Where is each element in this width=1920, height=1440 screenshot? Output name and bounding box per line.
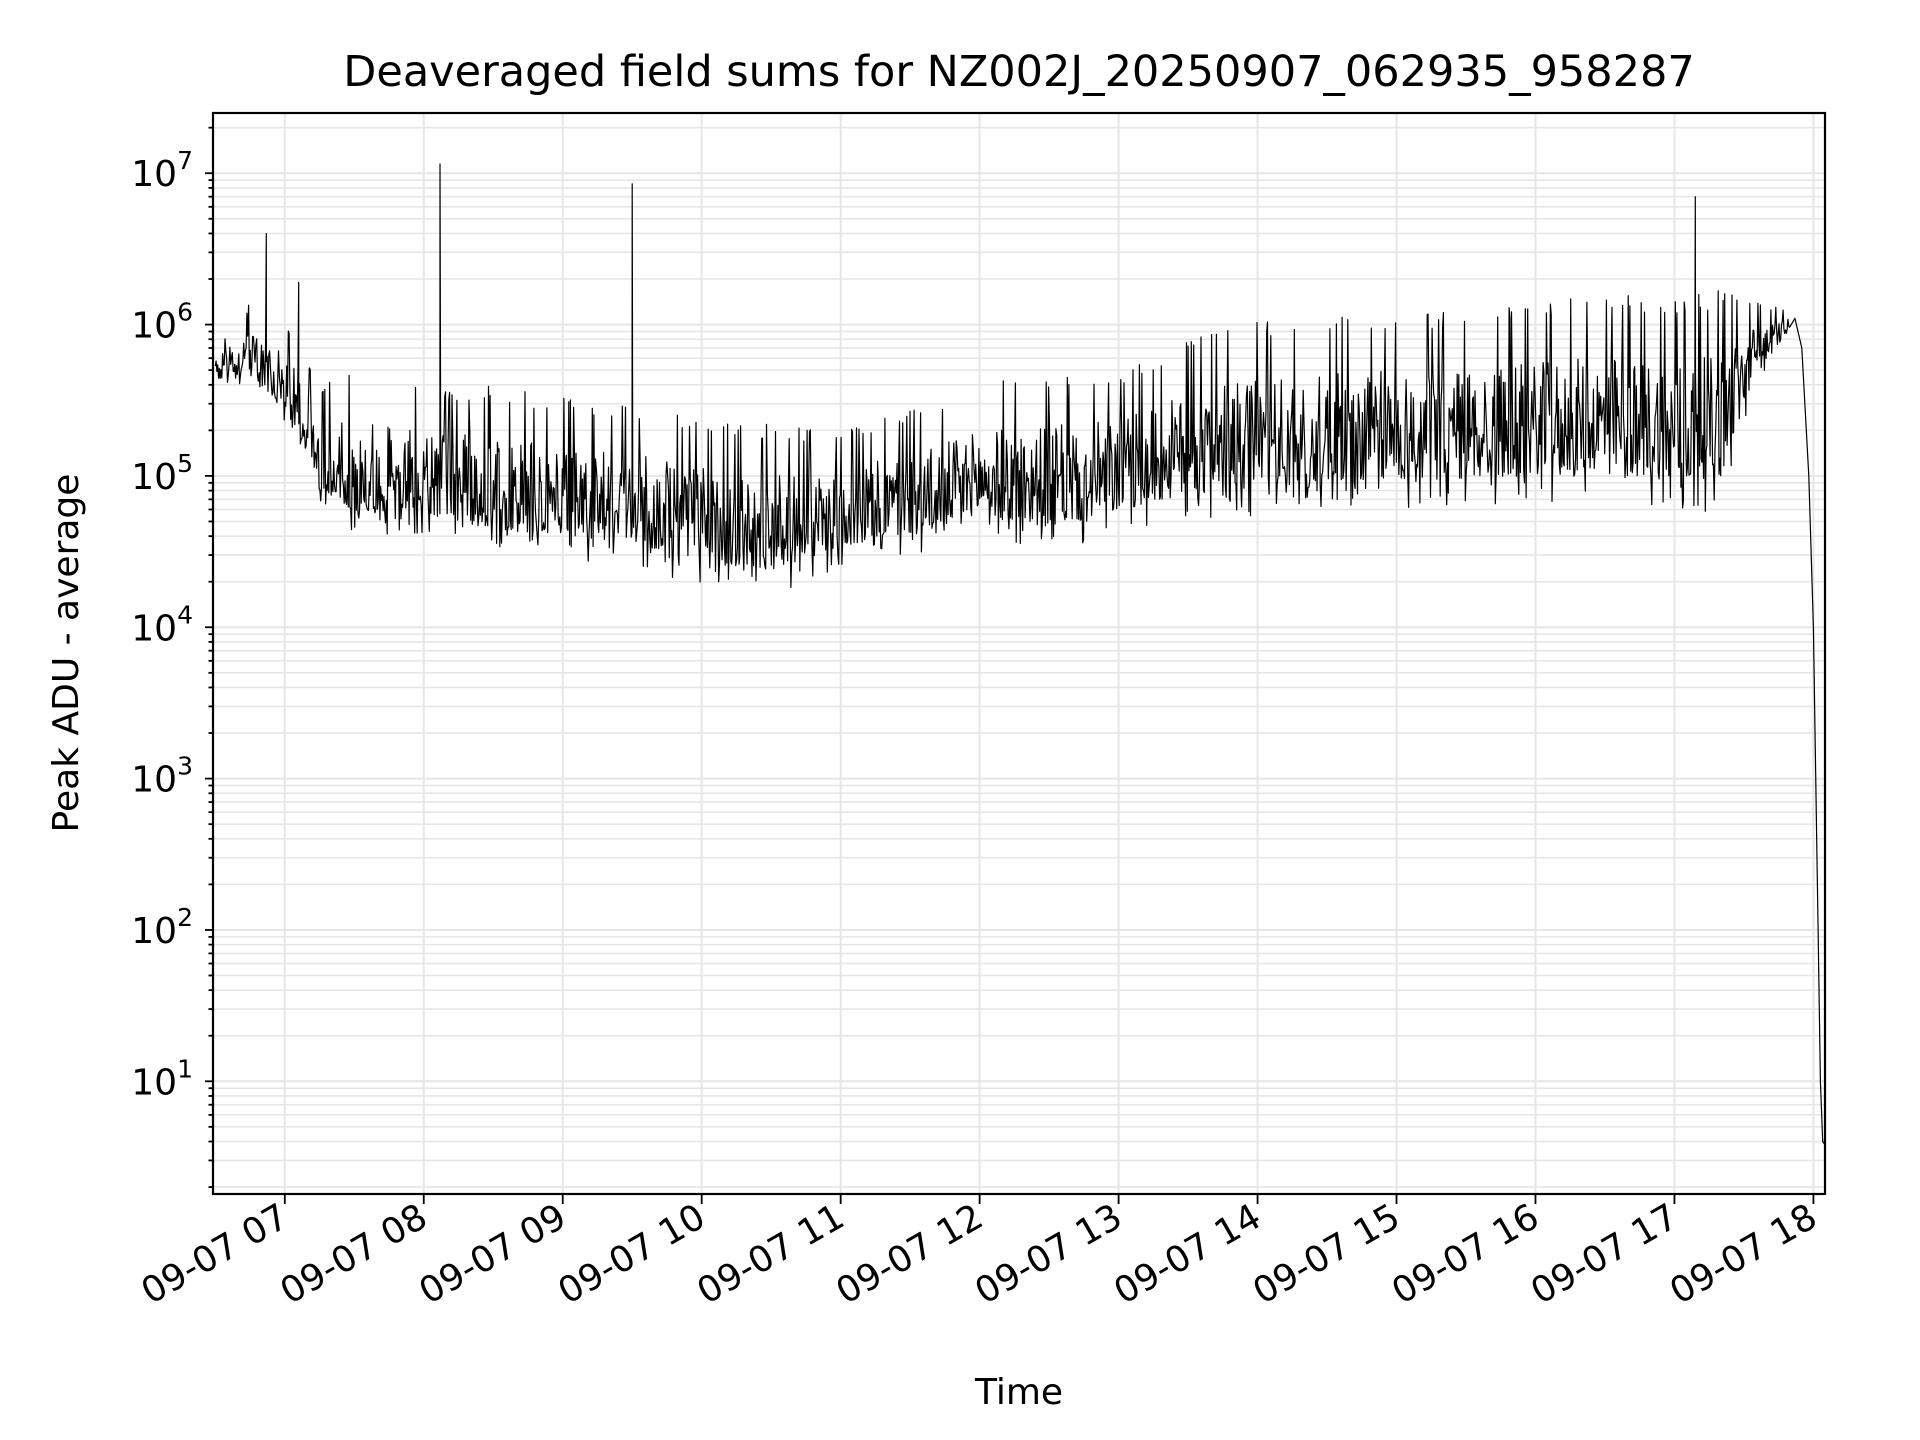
chart-title: Deaveraged field sums for NZ002J_2025090… bbox=[343, 47, 1694, 97]
y-axis-label: Peak ADU - average bbox=[46, 474, 87, 833]
x-axis-label: Time bbox=[974, 1372, 1063, 1413]
y-tick-label: 107 bbox=[131, 146, 193, 195]
grid bbox=[213, 113, 1825, 1194]
y-tick-label: 105 bbox=[131, 449, 193, 498]
y-tick-label: 103 bbox=[131, 752, 193, 801]
y-tick-label: 104 bbox=[131, 600, 193, 649]
plot-frame bbox=[211, 111, 1827, 1196]
series-line bbox=[214, 163, 1826, 1146]
series-line-group bbox=[214, 163, 1826, 1146]
y-tick-label: 102 bbox=[131, 903, 193, 952]
y-tick-label: 106 bbox=[131, 298, 193, 347]
y-tick-label: 101 bbox=[131, 1054, 193, 1103]
